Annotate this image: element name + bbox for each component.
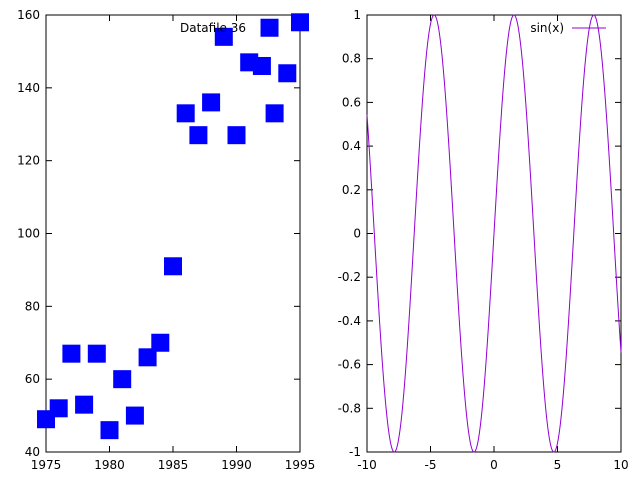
data-point (87, 344, 106, 363)
legend-label: Datafile 36 (180, 21, 246, 35)
x-tick-label: 1980 (94, 458, 125, 472)
x-tick-label: 0 (490, 458, 498, 472)
data-point (278, 64, 297, 83)
y-tick-label: 80 (25, 299, 40, 313)
x-tick-label: 1995 (285, 458, 316, 472)
scatter-plot: 1975 1980 1985 1990 1995 40 60 80 100 120 140 160 Da… (17, 8, 315, 472)
data-point (227, 126, 246, 145)
data-point (75, 395, 94, 414)
y-tick-label: -0.2 (338, 270, 361, 284)
x-tick-label: -5 (425, 458, 437, 472)
x-tick-label: 5 (554, 458, 562, 472)
y-tick-label: 0.6 (342, 95, 361, 109)
x-tick-label: 1985 (158, 458, 189, 472)
y-tick-label: 0.2 (342, 183, 361, 197)
data-point (113, 370, 132, 389)
y-tick-label: -0.8 (338, 401, 361, 415)
y-tick-label: -0.6 (338, 358, 361, 372)
data-point (138, 348, 157, 367)
x-tick-label: 10 (613, 458, 628, 472)
y-tick-label: 40 (25, 445, 40, 459)
legend-label: sin(x) (530, 21, 564, 35)
data-point (291, 13, 309, 32)
data-point (62, 344, 81, 363)
x-tick-label: -10 (357, 458, 377, 472)
y-tick-label: 60 (25, 372, 40, 386)
y-tick-label: -0.4 (338, 314, 361, 328)
y-tick-label: 0.8 (342, 52, 361, 66)
data-point (164, 257, 182, 276)
data-point (125, 406, 144, 425)
data-point (49, 399, 68, 418)
y-tick-label: 140 (17, 81, 40, 95)
data-point (265, 104, 284, 123)
data-point (252, 56, 271, 75)
data-point (202, 93, 221, 112)
y-tick-label: 0.4 (342, 139, 361, 153)
data-point (100, 421, 119, 440)
data-point (260, 18, 279, 37)
x-tick-label: 1990 (221, 458, 252, 472)
y-tick-label: 120 (17, 154, 40, 168)
series-line (366, 14, 622, 453)
data-point (176, 104, 195, 123)
y-tick-label: 160 (17, 8, 40, 22)
data-point (151, 333, 170, 352)
y-tick-label: 0 (353, 227, 361, 241)
data-point (189, 126, 208, 145)
x-tick-label: 1975 (31, 458, 62, 472)
data-point (214, 27, 233, 46)
plot-frame (45, 14, 301, 453)
sine-plot: -10 -5 0 5 10 -1 -0.8 -0.6 -0.4 -0.2 0 0.2 0.4 0.6 0.8… (338, 8, 629, 472)
y-tick-label: 100 (17, 227, 40, 241)
y-tick-label: 1 (353, 8, 361, 22)
y-tick-label: -1 (349, 445, 361, 459)
